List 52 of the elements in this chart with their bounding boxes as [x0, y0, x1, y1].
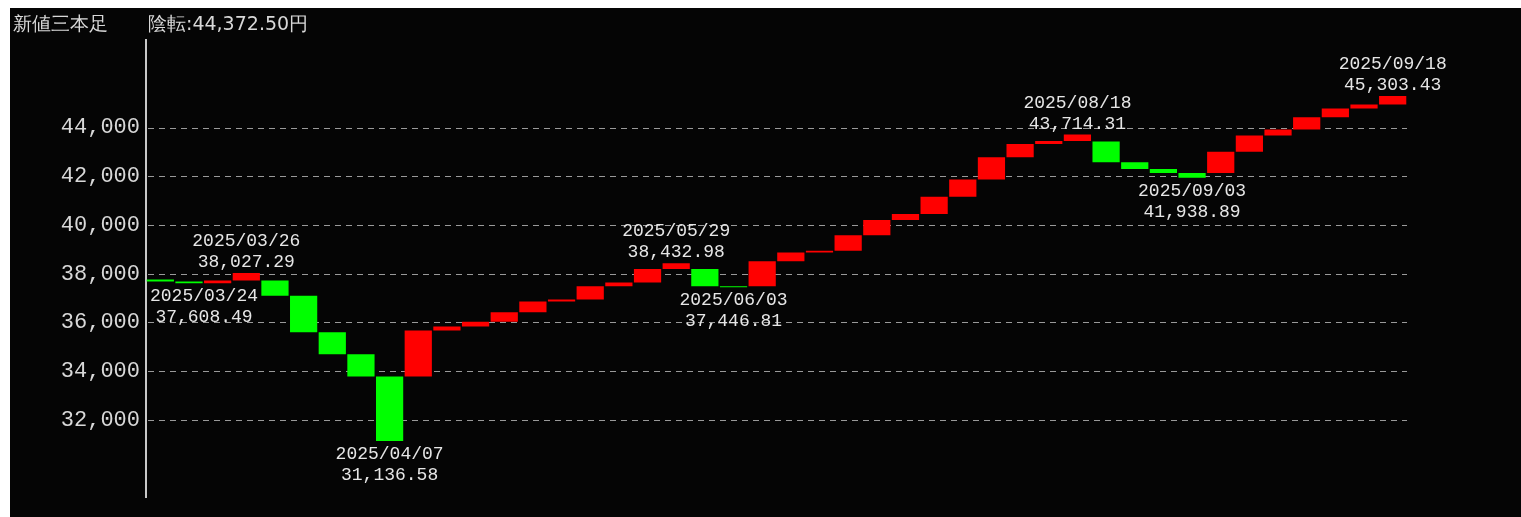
- chart-subtitle: 陰転:44,372.50円: [148, 12, 309, 34]
- bar: [1321, 108, 1349, 118]
- y-tick-label: 38,000: [60, 261, 140, 287]
- data-label: 2025/09/18 45,303.43: [1338, 53, 1447, 95]
- bar: [1235, 135, 1263, 152]
- data-label: 2025/08/18 43,714.31: [1023, 92, 1132, 134]
- data-label: 2025/05/29 38,432.98: [622, 221, 731, 263]
- bar: [490, 312, 518, 322]
- bar: [1293, 117, 1321, 130]
- bar: [920, 196, 948, 215]
- bar: [1006, 143, 1034, 158]
- bar: [891, 214, 920, 220]
- y-tick-label: 40,000: [60, 212, 140, 238]
- data-label: 2025/03/24 37,608.49: [150, 286, 259, 328]
- data-label: 2025/06/03 37,446.81: [679, 290, 788, 332]
- bar: [318, 332, 346, 355]
- bar: [375, 376, 404, 441]
- bar: [290, 295, 318, 333]
- data-label: 2025/03/26 38,027.29: [192, 231, 301, 273]
- bar: [1149, 169, 1178, 173]
- y-tick-label: 36,000: [60, 310, 140, 336]
- bar: [1063, 134, 1092, 142]
- bar: [662, 263, 690, 269]
- bar: [261, 280, 289, 296]
- bar: [777, 252, 805, 262]
- y-tick-label: 44,000: [60, 115, 140, 141]
- data-label: 2025/04/07 31,136.58: [335, 443, 444, 485]
- bar: [834, 235, 862, 251]
- bar: [863, 219, 891, 236]
- bar: [1207, 151, 1235, 173]
- bar: [977, 157, 1006, 180]
- bar: [404, 330, 432, 377]
- bar: [691, 268, 719, 287]
- bar: [949, 179, 977, 197]
- bar: [461, 321, 490, 327]
- bar: [576, 286, 604, 300]
- bar: [519, 301, 547, 313]
- y-tick-label: 34,000: [60, 359, 140, 384]
- bar: [1178, 172, 1206, 178]
- chart-title: 新値三本足: [13, 12, 108, 34]
- bar: [1379, 95, 1407, 105]
- bar: [347, 354, 375, 377]
- bar: [433, 326, 461, 331]
- bar: [633, 268, 662, 283]
- y-tick-label: 32,000: [60, 407, 140, 433]
- bar: [1092, 141, 1120, 163]
- data-label: 2025/09/03 41,938.89: [1138, 180, 1247, 222]
- bar: [1035, 141, 1063, 144]
- bar: [232, 273, 260, 281]
- bar: [1121, 162, 1149, 170]
- y-tick-label: 42,000: [60, 164, 140, 190]
- bar: [748, 261, 776, 287]
